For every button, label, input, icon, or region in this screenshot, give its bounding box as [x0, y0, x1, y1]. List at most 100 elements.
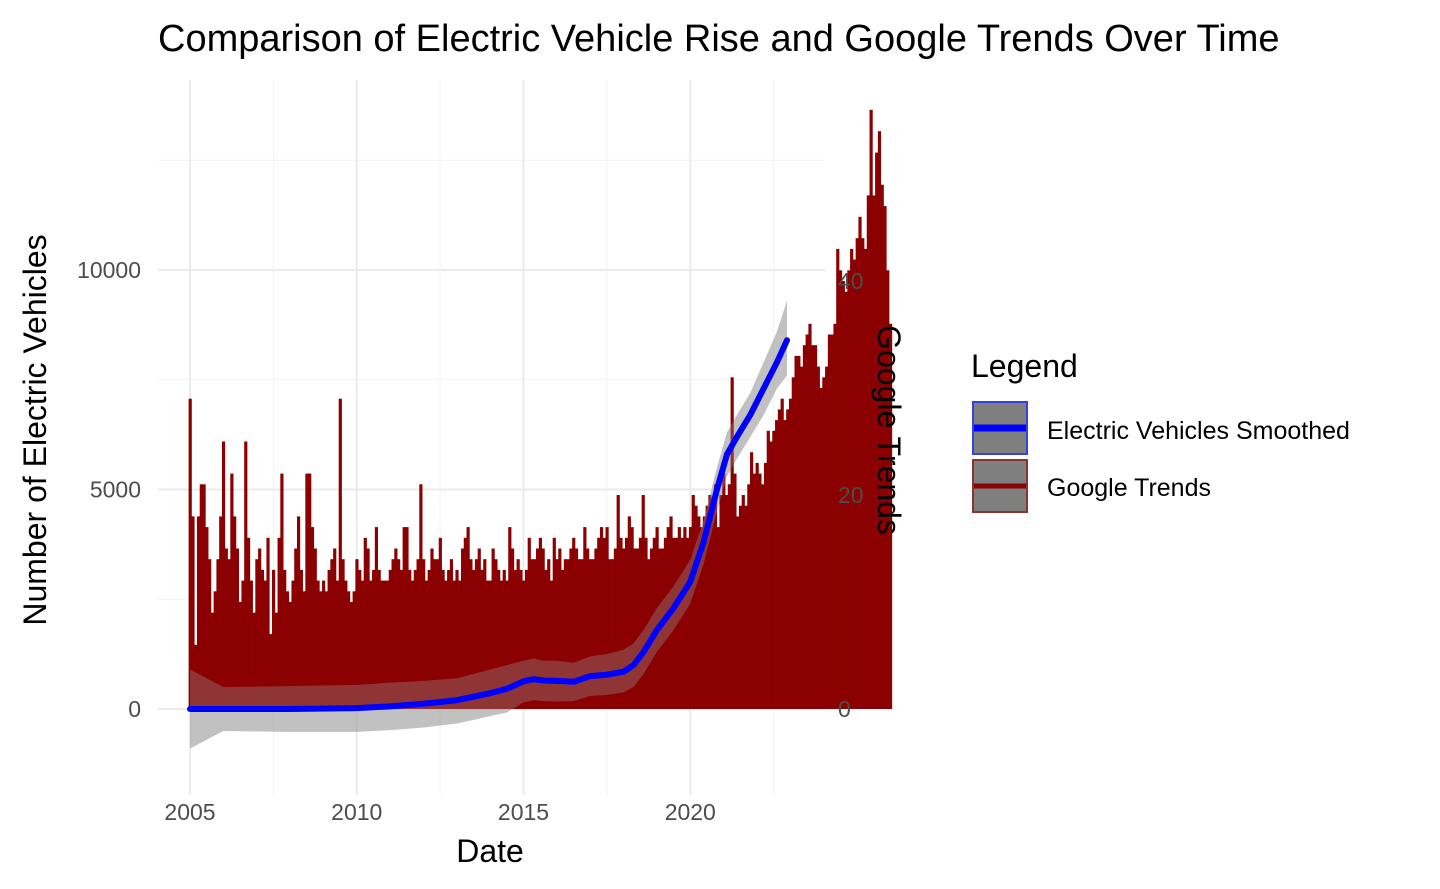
google-trends-bar	[763, 462, 768, 709]
google-trends-bar	[674, 537, 679, 709]
google-trends-bar	[313, 548, 317, 709]
google-trends-bar	[294, 548, 298, 709]
google-trends-bar	[488, 580, 492, 709]
google-trends-bar	[310, 527, 315, 709]
google-trends-bar	[855, 238, 859, 709]
google-trends-bar	[741, 495, 745, 709]
x-tick-label: 2010	[331, 799, 382, 825]
google-trends-bar	[252, 612, 256, 709]
google-trends-bar	[616, 495, 620, 709]
google-trends-bar	[819, 388, 823, 709]
google-trends-bar	[722, 473, 726, 709]
google-trends-bar	[210, 612, 215, 709]
google-trends-bar	[847, 270, 851, 709]
google-trends-bar	[302, 591, 306, 709]
google-trends-bar	[466, 527, 470, 709]
google-trends-bar	[830, 334, 834, 709]
google-trends-bar	[858, 216, 862, 710]
google-trends-bar	[838, 270, 843, 709]
google-trends-bar	[216, 559, 220, 709]
google-trends-bar	[477, 548, 481, 709]
google-trends-bar	[833, 323, 837, 709]
y-left-tick-label: 5000	[90, 477, 141, 503]
google-trends-bar	[786, 409, 790, 709]
y-right-axis-title: Google Trends	[871, 325, 907, 535]
google-trends-bar	[285, 591, 290, 709]
google-trends-bar	[738, 505, 743, 709]
google-trends-bar	[213, 591, 217, 709]
google-trends-bar	[547, 559, 551, 709]
google-trends-bar	[580, 559, 584, 709]
y-left-axis-title: Number of Electric Vehicles	[17, 234, 53, 625]
google-trends-bar	[602, 537, 606, 709]
google-trends-bar	[686, 537, 690, 709]
google-trends-bar	[594, 548, 598, 709]
google-trends-bar	[208, 559, 212, 709]
google-trends-bar	[652, 537, 656, 709]
google-trends-bar	[374, 527, 379, 709]
google-trends-bar	[435, 559, 440, 709]
google-trends-bar	[205, 527, 209, 709]
google-trends-bar	[541, 548, 545, 709]
google-trends-bar	[772, 430, 776, 709]
google-trends-bar	[427, 569, 431, 709]
google-trends-bar	[483, 559, 487, 709]
google-trends-bar	[875, 152, 879, 710]
google-trends-bar	[480, 569, 484, 709]
google-trends-bar	[583, 527, 587, 709]
google-trends-bar	[499, 580, 504, 709]
google-trends-bar	[388, 569, 392, 709]
google-trends-bar	[599, 527, 604, 709]
y-right-tick-label: 20	[838, 482, 864, 508]
google-trends-bar	[358, 569, 362, 709]
google-trends-bar	[277, 537, 281, 709]
google-trends-bar	[694, 505, 698, 709]
google-trends-bar	[791, 377, 795, 709]
x-axis-title: Date	[456, 833, 524, 869]
google-trends-bar	[850, 248, 854, 709]
google-trends-bar	[413, 569, 417, 709]
ev-smoothed-path	[187, 337, 790, 712]
google-trends-bars	[188, 109, 893, 710]
google-trends-bar	[319, 591, 323, 709]
google-trends-bar	[366, 548, 370, 709]
google-trends-bar	[380, 580, 384, 709]
google-trends-bar	[883, 206, 887, 709]
google-trends-bar	[430, 548, 434, 709]
google-trends-bar	[502, 569, 506, 709]
google-trends-bar	[813, 345, 818, 709]
google-trends-bar	[280, 473, 284, 709]
google-trends-bar	[538, 537, 542, 709]
google-trends-bar	[733, 473, 737, 709]
google-trends-bar	[349, 602, 353, 709]
google-trends-bar	[416, 559, 420, 709]
google-trends-bar	[372, 569, 376, 709]
google-trends-bar	[677, 527, 681, 709]
google-trends-bar	[566, 559, 570, 709]
google-trends-bar	[291, 580, 295, 709]
google-trends-bar	[288, 602, 292, 709]
google-trends-bar	[335, 580, 340, 709]
google-trends-bar	[780, 398, 784, 709]
google-trends-bar	[241, 580, 245, 709]
google-trends-bar	[708, 495, 712, 709]
google-trends-bar	[844, 291, 848, 709]
google-trends-bar	[355, 559, 359, 709]
google-trends-bar	[752, 473, 756, 709]
x-tick-label: 2020	[665, 799, 716, 825]
google-trends-bar	[727, 484, 731, 709]
google-trends-bar	[586, 548, 590, 709]
google-trends-bar	[491, 548, 495, 709]
google-trends-bar	[408, 569, 412, 709]
google-trends-bar	[316, 580, 320, 709]
google-trends-bar	[338, 398, 342, 709]
google-trends-bar	[683, 527, 687, 709]
google-trends-bar	[391, 559, 395, 709]
legend-label-google: Google Trends	[1047, 474, 1211, 502]
google-trends-bar	[755, 462, 759, 709]
google-trends-bar	[260, 569, 265, 709]
google-trends-bar	[352, 591, 356, 709]
ev-smoothed-line	[187, 337, 790, 712]
chart-title: Comparison of Electric Vehicle Rise and …	[158, 18, 1280, 60]
